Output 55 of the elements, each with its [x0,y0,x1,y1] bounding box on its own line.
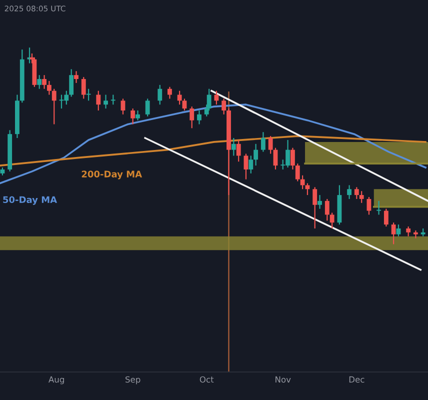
candlestick [391,222,396,245]
candlestick [260,132,266,152]
annotation: 50-Day MA [3,196,58,205]
candlestick [290,147,295,170]
candlestick [268,135,273,154]
candlestick [330,212,334,230]
candlestick [366,196,372,216]
candlestick [104,94,108,110]
candlestick [42,74,46,90]
candlestick [318,194,322,210]
x-tick-label: Nov [276,376,291,383]
candlestick [37,74,42,90]
candlestick [214,90,219,106]
candlestick [69,68,74,98]
candlestick [110,94,116,106]
candlestick [46,80,52,96]
candlestick [120,98,126,115]
candlestick [130,108,136,125]
candlestick [248,155,254,174]
x-tick-label: Oct [200,376,214,383]
candlestick [324,198,330,222]
x-tick-label: Dec [349,376,364,383]
candlestick [396,224,401,237]
candlestick [231,137,236,156]
x-tick-label: Sep [126,376,140,384]
candlestick [190,106,194,129]
candlestick [145,98,150,117]
candlestick [52,88,56,125]
candlestick [74,70,78,84]
candlestick [354,186,359,200]
candlestick [406,226,411,237]
candlestick [376,200,382,216]
candlestick [136,110,140,121]
candlestick [177,90,182,106]
candlestick [222,98,226,115]
candlestick [312,186,318,230]
candlestick [158,84,162,106]
candlestick [413,230,418,239]
candlestick [305,182,310,196]
annotation: 200-Day MA [82,170,142,180]
candlestick [197,110,202,125]
candlestick [384,208,388,228]
candlestick [86,88,91,102]
candlestick [236,139,241,162]
x-tick-label: Aug [48,376,64,384]
candlestick [81,76,86,100]
candlestick [295,163,300,182]
candlestick [300,174,305,190]
candlestick [347,184,352,200]
candlestick [168,86,172,100]
candlestick [96,90,101,112]
candlestick [244,153,248,180]
candlestick [359,190,364,204]
candlestick [182,98,187,112]
candlestick [254,143,258,166]
